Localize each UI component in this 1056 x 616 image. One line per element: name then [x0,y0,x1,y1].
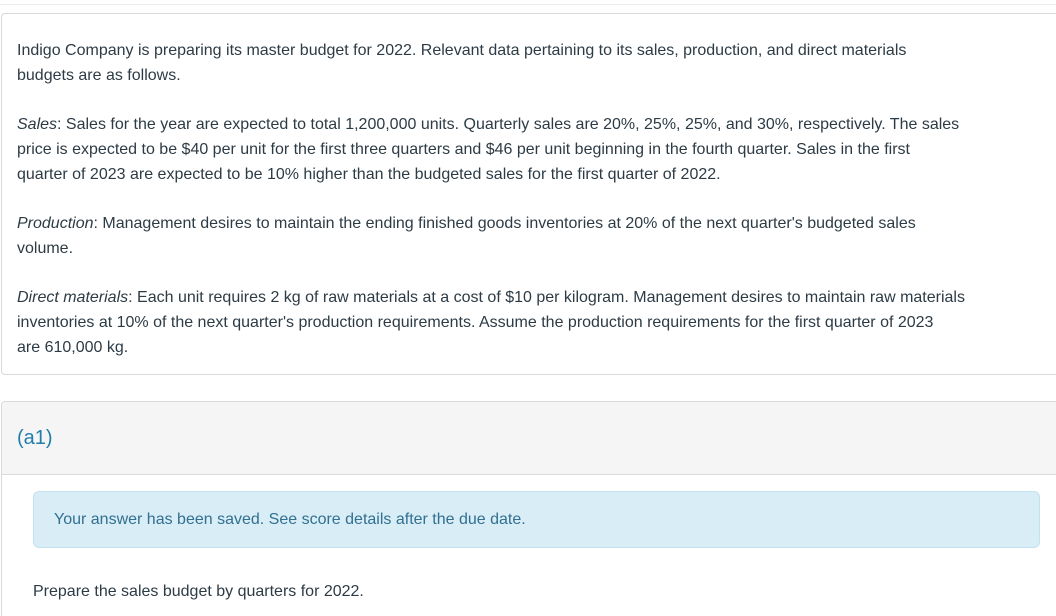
problem-text-line: Production: Management desires to mainta… [17,211,1055,236]
problem-text-line: Sales: Sales for the year are expected t… [17,112,1055,137]
alert-message: Your answer has been saved. See score de… [54,511,526,528]
problem-text-line: volume. [17,240,74,257]
paragraph-label-production: Production [17,215,94,232]
problem-paragraph-sales: Sales: Sales for the year are expected t… [17,112,1055,187]
task-instruction: Prepare the sales budget by quarters for… [33,583,364,600]
problem-text-line: inventories at 10% of the next quarter's… [17,314,934,331]
problem-paragraph-intro: Indigo Company is preparing its master b… [17,38,1055,88]
problem-text: : Each unit requires 2 kg of raw materia… [128,289,965,306]
part-a1-card: (a1) Your answer has been saved. See sco… [1,401,1056,616]
paragraph-label-direct-materials: Direct materials [17,289,129,306]
problem-text-line: budgets are as follows. [17,67,181,84]
part-a1-title: (a1) [17,427,53,449]
problem-paragraph-production: Production: Management desires to mainta… [17,211,1055,261]
problem-text-line: quarter of 2023 are expected to be 10% h… [17,166,721,183]
problem-text-line: Indigo Company is preparing its master b… [17,42,907,59]
problem-text-line: Direct materials: Each unit requires 2 k… [17,285,1055,310]
paragraph-label-sales: Sales [17,116,58,133]
part-a1-body: Your answer has been saved. See score de… [2,475,1056,616]
part-a1-header[interactable]: (a1) [2,402,1056,475]
problem-statement-card: Indigo Company is preparing its master b… [1,13,1056,375]
problem-text: : Management desires to maintain the end… [93,215,916,232]
problem-text-line: price is expected to be $40 per unit for… [17,141,910,158]
answer-saved-alert: Your answer has been saved. See score de… [33,491,1040,548]
problem-text: : Sales for the year are expected to tot… [57,116,960,133]
top-divider [0,4,1056,5]
problem-paragraph-direct-materials: Direct materials: Each unit requires 2 k… [17,285,1055,360]
problem-text-line: are 610,000 kg. [17,339,129,356]
